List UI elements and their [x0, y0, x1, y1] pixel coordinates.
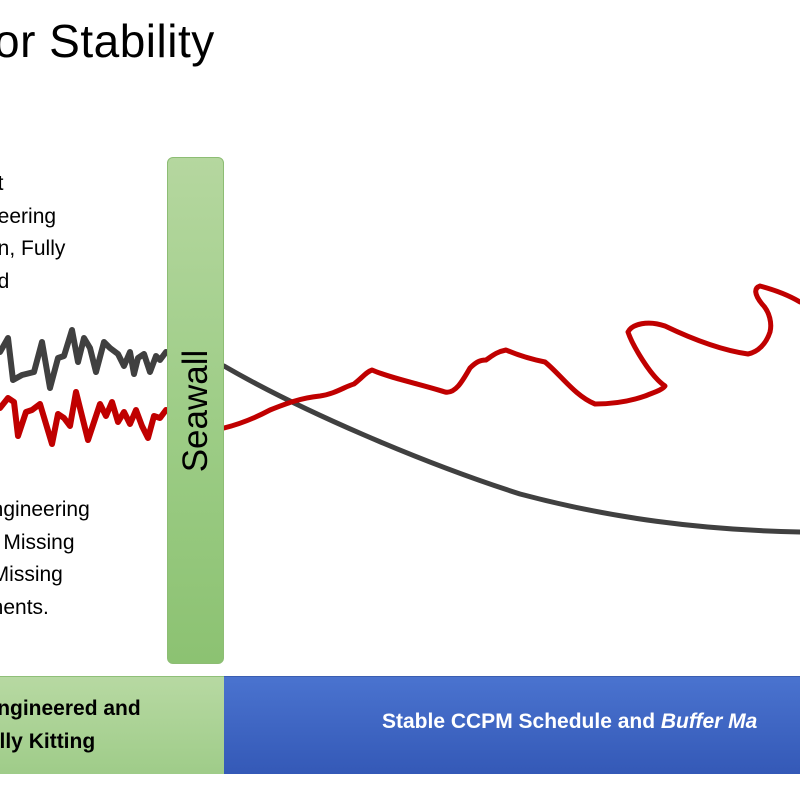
phase-bar-engineering: [0, 676, 224, 774]
slide-title: or Stability: [0, 15, 215, 67]
phase-bar-ccpm-text: Stable CCPM Schedule and: [382, 710, 661, 733]
seawall-barrier: Seawall: [167, 157, 224, 664]
phase-bar-ccpm: [224, 676, 800, 774]
phase-bar-ccpm-label: Stable CCPM Schedule and Buffer Ma: [382, 710, 757, 734]
bottom-description-line: engineering: [0, 498, 90, 521]
top-description-line: nt: [0, 172, 4, 195]
top-description: nt neering gn, Fully ed: [0, 168, 65, 298]
bottom-description-line: . Missing: [0, 563, 63, 586]
phase-bar-engineering-label: lly Engineered and lly Kitting: [0, 692, 141, 758]
top-description-line: neering: [0, 204, 57, 228]
red-turbulent-line: [0, 389, 169, 447]
seawall-label: Seawall: [175, 349, 215, 472]
red-stable-line: [221, 283, 800, 431]
phase-bar-engineering-line: lly Engineered and: [0, 697, 141, 720]
phase-bar-engineering-line: lly Kitting: [0, 730, 96, 753]
gray-turbulent-line: [0, 327, 169, 391]
bottom-description: engineering n, Missing . Missing onents.: [0, 494, 90, 624]
bottom-description-line: n, Missing: [0, 530, 75, 554]
phase-bar-ccpm-italic: Buffer Ma: [660, 710, 758, 733]
top-description-line: ed: [0, 269, 10, 293]
top-description-line: gn, Fully: [0, 237, 66, 260]
bottom-description-line: onents.: [0, 595, 49, 619]
gray-stable-line: [221, 363, 800, 535]
